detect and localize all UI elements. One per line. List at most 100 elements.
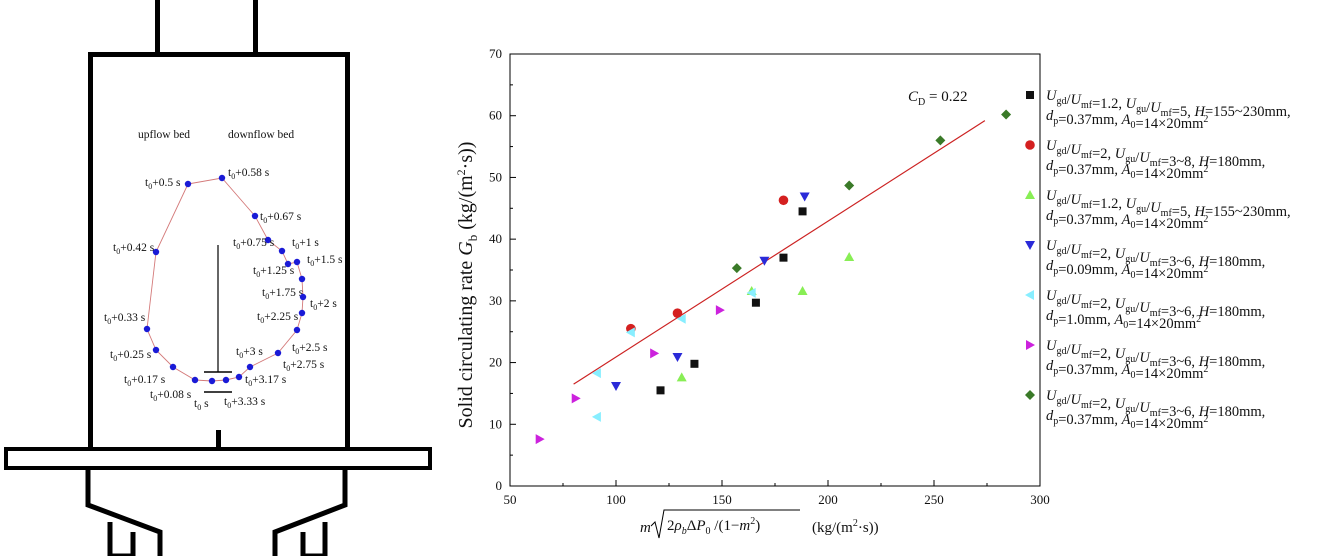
- data-markers: [535, 109, 1012, 445]
- time-point-dot: [143, 325, 151, 333]
- legend-entry: Ugd/Umf=2, Ugu/Umf=3~6, H=180mm,dp=0.09m…: [1025, 238, 1265, 282]
- y-axis-ticks: 0 10 20 30 40 50 60 70: [489, 46, 516, 493]
- legend-text-line: dp=0.09mm, A0=14×20mm2: [1046, 258, 1208, 282]
- legend-text-line: Ugd/Umf=2, Ugu/Umf=3~6, H=180mm,: [1046, 238, 1265, 270]
- data-point-series-3: [844, 252, 855, 262]
- time-point-dot: [218, 174, 226, 182]
- legend-text-line: Ugd/Umf=2, Ugu/Umf=3~6, H=180mm,: [1046, 288, 1265, 320]
- svg-text:m: m: [640, 520, 651, 536]
- legend-text-line: Ugd/Umf=2, Ugu/Umf=3~6, H=180mm,: [1046, 338, 1265, 370]
- x-tick-label: 150: [712, 492, 732, 507]
- time-point-dot: [191, 376, 199, 384]
- time-point-dot: [152, 248, 160, 256]
- time-point-label: t0 s: [194, 398, 209, 412]
- outlet-legs: [107, 522, 328, 556]
- x-tick-label: 250: [924, 492, 944, 507]
- legend-text-line: Ugd/Umf=2, Ugu/Umf=3~6, H=180mm,: [1046, 388, 1265, 420]
- y-tick-label: 60: [489, 108, 502, 123]
- data-point-series-4: [759, 256, 770, 266]
- data-point-series-1: [779, 253, 788, 262]
- time-point-label: t0+0.5 s: [145, 177, 181, 191]
- legend-text-line: Ugd/Umf=1.2, Ugu/Umf=5, H=155~230mm,: [1046, 88, 1291, 120]
- upflow-bed-label: upflow bed: [138, 129, 190, 141]
- time-point-dot: [274, 349, 282, 357]
- time-point-label: t0+1.5 s: [307, 254, 343, 268]
- legend-marker: [1025, 390, 1035, 400]
- data-point-series-1: [656, 386, 665, 395]
- time-point-dot: [152, 346, 160, 354]
- legend-entry: Ugd/Umf=1.2, Ugu/Umf=5, H=155~230mm,dp=0…: [1026, 88, 1291, 132]
- time-point-label: t0+2.25 s: [257, 311, 299, 325]
- y-tick-label: 70: [489, 46, 502, 61]
- column-left-wall: [88, 52, 93, 452]
- y-tick-label: 0: [496, 478, 503, 493]
- time-point-label: t0+0.58 s: [228, 167, 270, 181]
- data-point-series-6: [650, 348, 660, 359]
- time-point-label: t0+1.75 s: [262, 287, 304, 301]
- legend-marker: [1026, 340, 1035, 350]
- time-point-label: t0+2 s: [310, 298, 337, 312]
- time-point-label: t0+0.33 s: [104, 312, 146, 326]
- time-point-label: t0+0.25 s: [110, 349, 152, 363]
- data-point-series-5: [676, 313, 686, 324]
- data-point-series-6: [715, 305, 725, 316]
- time-point-dot: [278, 247, 286, 255]
- time-point-label: t0+0.75 s: [233, 237, 275, 251]
- data-point-series-2: [778, 195, 789, 206]
- legend-marker: [1025, 190, 1035, 199]
- legend-marker: [1025, 140, 1035, 150]
- x-tick-label: 100: [606, 492, 626, 507]
- sqrt-sign: [650, 509, 800, 539]
- column-top-wall: [88, 52, 350, 57]
- time-point-dot: [246, 363, 254, 371]
- y-tick-label: 50: [489, 169, 502, 184]
- time-point-dot: [184, 180, 192, 188]
- data-point-series-1: [690, 359, 699, 368]
- data-point-series-5: [625, 327, 635, 338]
- data-point-series-1: [798, 207, 807, 216]
- data-point-series-5: [746, 287, 756, 298]
- legend-text-line: dp=0.37mm, A0=14×20mm2: [1046, 208, 1208, 232]
- fit-line: [573, 120, 986, 385]
- data-point-series-6: [571, 393, 581, 404]
- time-point-label: t0+3.17 s: [245, 374, 287, 388]
- time-point-dot: [235, 373, 243, 381]
- time-point-label: t0+1 s: [292, 237, 319, 251]
- data-point-series-7: [731, 263, 742, 274]
- x-axis-ticks: 50 100 150 200 250 300: [504, 480, 1050, 507]
- y-tick-label: 10: [489, 416, 502, 431]
- scatter-chart: 50 100 150 200 250 300 0 10 20 30 40 50 60 70 Solid …: [454, 46, 1291, 539]
- time-point-label: t0+0.42 s: [113, 242, 155, 256]
- time-point-dot: [251, 212, 259, 220]
- time-point-dot: [169, 363, 177, 371]
- data-point-series-7: [844, 180, 855, 191]
- data-point-series-5: [591, 368, 601, 379]
- legend-text-line: dp=1.0mm, A0=14×20mm2: [1046, 308, 1201, 332]
- data-point-series-4: [672, 353, 683, 363]
- hopper-walls: [85, 468, 348, 556]
- legend-entry: Ugd/Umf=2, Ugu/Umf=3~6, H=180mm,dp=1.0mm…: [1025, 288, 1265, 332]
- legend-text-line: dp=0.37mm, A0=14×20mm2: [1046, 108, 1208, 132]
- top-pipe-right-wall: [253, 0, 258, 55]
- distributor-plate: [4, 447, 432, 470]
- x-tick-label: 50: [504, 492, 517, 507]
- time-point-label: t0+3.33 s: [224, 396, 266, 410]
- legend-entry: Ugd/Umf=2, Ugu/Umf=3~8, H=180mm,dp=0.37m…: [1025, 138, 1265, 182]
- legend-text-line: Ugd/Umf=1.2, Ugu/Umf=5, H=155~230mm,: [1046, 188, 1291, 220]
- y-axis-label: Solid circulating rate Gb (kg/(m2·s)): [454, 142, 480, 429]
- x-tick-label: 300: [1030, 492, 1050, 507]
- time-point-label: t0+2.5 s: [292, 342, 328, 356]
- time-point-dot: [284, 260, 292, 268]
- time-point-dot: [222, 376, 230, 384]
- time-point-dot: [264, 236, 272, 244]
- data-point-series-3: [797, 285, 808, 295]
- time-point-dot: [208, 377, 216, 385]
- time-point-dot: [293, 258, 301, 266]
- data-point-series-7: [1001, 109, 1012, 120]
- plot-frame: [509, 53, 1041, 487]
- legend-text-line: Ugd/Umf=2, Ugu/Umf=3~8, H=180mm,: [1046, 138, 1265, 170]
- time-point-label: t0+2.75 s: [283, 359, 325, 373]
- legend-text-line: dp=0.37mm, A0=14×20mm2: [1046, 358, 1208, 382]
- time-point-label: t0+0.08 s: [150, 389, 192, 403]
- time-point-dot: [293, 326, 301, 334]
